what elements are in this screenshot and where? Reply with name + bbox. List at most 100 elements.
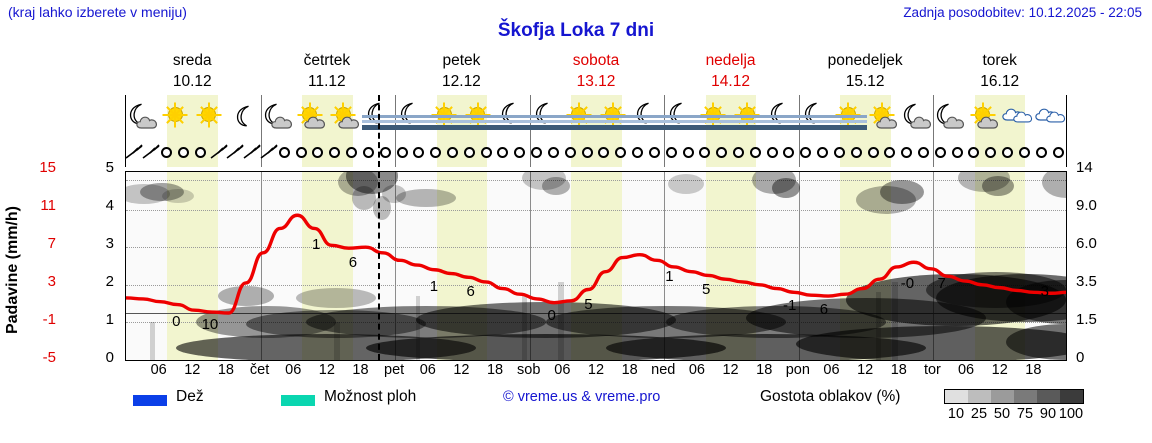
x-tick-label: 06	[554, 362, 571, 378]
wind-calm-symbol	[665, 147, 677, 158]
weather-icon-sun	[193, 101, 227, 135]
wind-calm-symbol	[867, 147, 879, 158]
x-tick-label: 12	[722, 362, 739, 378]
x-tick-label: 06	[823, 362, 840, 378]
x-tick-label: 06	[419, 362, 436, 378]
wind-calm-symbol	[1018, 147, 1030, 158]
weather-icon-moon-overcast	[664, 101, 699, 135]
sun-rays-icon	[168, 107, 183, 122]
weather-icon-moon-cloud	[933, 101, 967, 135]
horizontal-gridline	[126, 209, 1066, 211]
forecast-plot-area[interactable]: 0 10 1 6 1 6 0 5 1 5 -1 6 -0 7 3	[125, 171, 1067, 361]
overcast-bands-icon	[395, 115, 430, 133]
axis-tick-label: 0	[1076, 349, 1085, 366]
wind-calm-symbol	[1052, 147, 1064, 158]
page-title: Škofja Loka 7 dni	[497, 20, 655, 41]
weather-icon-cell	[563, 96, 598, 140]
day-header-5: nedelja 14.12	[663, 50, 798, 94]
day-separator	[529, 95, 531, 167]
wind-calm-symbol	[833, 147, 845, 158]
axis-tick-label: 4	[105, 197, 114, 214]
day-separator	[933, 95, 935, 167]
overcast-bands-icon	[832, 115, 867, 133]
x-tick-label: ned	[651, 362, 676, 378]
day-separator	[260, 95, 262, 167]
weather-icon-sun-overcast	[597, 101, 631, 135]
weather-icon-moon-overcast	[395, 101, 430, 135]
x-tick-label: sob	[517, 362, 541, 378]
precipitation-bar	[150, 322, 155, 360]
weather-icon-moon-cloud	[900, 101, 934, 135]
cloud-icon	[304, 115, 326, 129]
wind-calm-symbol	[615, 147, 627, 158]
axis-tick-label: 9.0	[1076, 197, 1097, 214]
x-tick-label: 18	[890, 362, 907, 378]
axis-tick-label: 15	[39, 159, 56, 176]
weather-icon-cell	[328, 96, 362, 140]
x-tick-label: pet	[384, 362, 405, 378]
wind-calm-symbol	[884, 147, 896, 158]
current-time-marker	[378, 172, 380, 360]
wind-calm-symbol	[783, 147, 795, 158]
x-tick-label: čet	[249, 362, 270, 378]
weather-icon-cell	[529, 96, 564, 140]
wind-calm-symbol	[968, 147, 980, 158]
temperature-extreme-label: -0	[900, 274, 915, 292]
overcast-bands-icon	[597, 115, 631, 133]
cloud-icon	[977, 115, 999, 129]
precipitation-bar	[876, 292, 881, 360]
day-date: 13.12	[576, 73, 616, 90]
wind-calm-symbol	[901, 147, 913, 158]
cloud-density-field	[126, 172, 1066, 360]
location-menu-note[interactable]: (kraj lahko izberete v meniju)	[8, 4, 187, 20]
cloud-density-tick: 100	[1058, 406, 1084, 422]
wind-calm-symbol	[329, 147, 341, 158]
weather-icon-sun-cloud	[866, 101, 900, 135]
weather-icon-moon-overcast	[529, 101, 564, 135]
wind-calm-symbol	[648, 147, 660, 158]
overcast-bands-icon	[563, 115, 598, 133]
precipitation-bar	[334, 322, 340, 360]
cloud-density-tick: 25	[970, 406, 988, 422]
day-date: 12.12	[442, 73, 481, 90]
weather-icon-cell	[630, 96, 665, 140]
axis-tick-label: 11	[40, 197, 56, 214]
cloud-icon	[910, 115, 932, 129]
wind-calm-symbol	[463, 147, 475, 158]
wind-calm-symbol	[312, 147, 324, 158]
credit-link[interactable]: © vreme.us & vreme.pro	[503, 389, 661, 405]
weather-icon-sun-overcast	[832, 101, 867, 135]
wind-calm-symbol	[161, 147, 173, 158]
wind-calm-symbol	[918, 147, 930, 158]
temperature-extreme-label: 0	[172, 312, 181, 330]
cloud-density-swatch	[1060, 390, 1083, 403]
weather-icon-sun-overcast	[428, 101, 463, 135]
day-separator	[798, 172, 800, 360]
overcast-bands-icon	[664, 115, 699, 133]
cloud-density-tick: 75	[1016, 406, 1034, 422]
precipitation-bar	[558, 282, 564, 360]
cloud-icon	[1012, 110, 1033, 123]
weather-icon-sun	[160, 101, 194, 135]
overcast-bands-icon	[697, 115, 732, 133]
wind-calm-symbol	[547, 147, 559, 158]
weather-icon-cell	[1034, 96, 1068, 140]
precipitation-axis-ticks: 5 4 3 2 1 0	[80, 160, 114, 365]
cloud-density-tick: 10	[947, 406, 965, 422]
wind-calm-symbol	[800, 147, 812, 158]
daylight-band	[167, 172, 218, 360]
temperature-extreme-label: 3	[1040, 283, 1049, 301]
wind-barb-row	[125, 139, 1067, 167]
x-tick-label: 06	[688, 362, 705, 378]
wind-barb	[225, 141, 245, 168]
day-separator	[664, 172, 666, 360]
wind-calm-symbol	[514, 147, 526, 158]
cloud-icon	[943, 115, 965, 129]
day-separator	[798, 95, 800, 167]
x-tick-label: 18	[756, 362, 773, 378]
wind-calm-symbol	[682, 147, 694, 158]
day-date: 10.12	[172, 73, 212, 90]
overcast-bands-icon	[765, 115, 800, 133]
day-header-2: četrtek 11.12	[260, 50, 395, 94]
axis-tick-label: 1	[105, 311, 114, 328]
